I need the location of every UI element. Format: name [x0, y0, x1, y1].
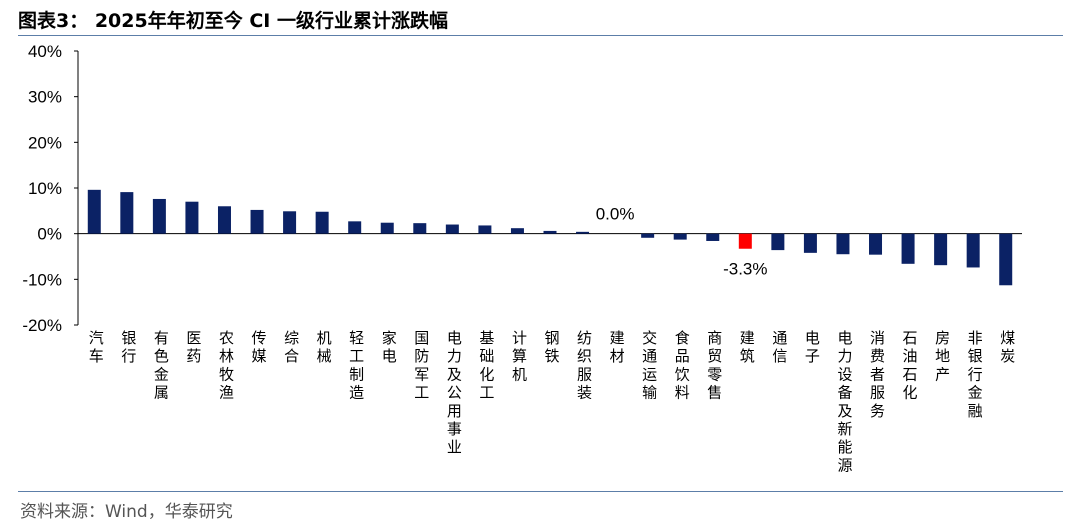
bar — [738, 233, 752, 249]
bar — [803, 233, 817, 253]
x-tick-label: 机械 — [317, 329, 332, 365]
x-tick-label: 食品饮料 — [675, 329, 690, 402]
x-tick-label: 非银行金融 — [968, 329, 983, 420]
bar — [380, 222, 394, 234]
bar — [413, 223, 427, 234]
bar — [510, 228, 524, 234]
x-tick-label: 通信 — [772, 329, 787, 365]
y-tick-label: 0% — [37, 225, 62, 244]
data-label: -3.3% — [723, 260, 767, 279]
x-tick-label: 国防军工 — [414, 329, 429, 402]
x-tick-label: 消费者服务 — [870, 329, 885, 420]
y-tick-label: -20% — [22, 316, 62, 335]
x-tick-label: 交通运输 — [642, 329, 657, 402]
x-tick-label: 家电 — [382, 329, 397, 365]
bar — [966, 233, 980, 268]
chart-title: 图表3： 2025年年初至今 CI 一级行业累计涨跌幅 — [18, 10, 448, 32]
y-tick-label: 20% — [28, 133, 62, 152]
source-note: 资料来源：Wind，华泰研究 — [20, 502, 233, 522]
x-tick-label: 传媒 — [252, 329, 267, 365]
x-tick-label: 基础化工 — [479, 329, 494, 402]
bar — [771, 233, 785, 251]
bottom-divider — [18, 491, 1063, 492]
x-tick-label: 电子 — [805, 329, 820, 365]
x-tick-label: 电力及公用事业 — [447, 329, 462, 456]
bar — [152, 198, 166, 234]
x-tick-label: 建材 — [610, 329, 625, 365]
x-tick-label: 轻工制造 — [349, 329, 364, 402]
bar — [934, 233, 948, 266]
bar — [445, 224, 459, 234]
x-tick-label: 有色金属 — [154, 329, 169, 402]
bar — [543, 230, 557, 234]
bar — [250, 209, 264, 234]
x-tick-label: 煤炭 — [1000, 329, 1015, 365]
bar — [478, 225, 492, 234]
y-tick-label: 30% — [28, 88, 62, 107]
bar — [901, 233, 915, 264]
bar — [641, 233, 655, 238]
bar — [836, 233, 850, 255]
bar — [869, 233, 883, 255]
bar — [217, 206, 231, 234]
x-tick-label: 房地产 — [935, 329, 950, 383]
x-tick-label: 综合 — [284, 329, 299, 365]
y-tick-label: -10% — [22, 270, 62, 289]
x-tick-label: 钢铁 — [544, 329, 559, 365]
bar — [87, 189, 101, 234]
y-tick-label: 40% — [28, 42, 62, 61]
x-tick-label: 汽车 — [89, 329, 104, 365]
x-tick-label: 商贸零售 — [707, 329, 722, 402]
x-tick-label: 医药 — [186, 329, 201, 365]
bar — [315, 211, 329, 234]
x-tick-label: 电力设备及新能源 — [837, 329, 852, 474]
bar — [283, 211, 297, 234]
bar — [999, 233, 1013, 286]
x-tick-label: 石油石化 — [903, 329, 918, 402]
x-tick-label: 纺织服装 — [577, 329, 592, 402]
bar — [348, 221, 362, 234]
bar — [706, 233, 720, 241]
x-tick-label: 建筑 — [740, 329, 755, 365]
x-tick-label: 银行 — [121, 329, 136, 365]
bar — [576, 231, 590, 234]
bar — [673, 233, 687, 240]
x-tick-label: 计算机 — [512, 329, 527, 383]
top-divider — [18, 35, 1063, 36]
x-tick-label: 农林牧渔 — [219, 329, 234, 402]
bar — [185, 201, 199, 234]
bar — [120, 192, 134, 234]
data-label: 0.0% — [596, 205, 635, 224]
y-tick-label: 10% — [28, 179, 62, 198]
